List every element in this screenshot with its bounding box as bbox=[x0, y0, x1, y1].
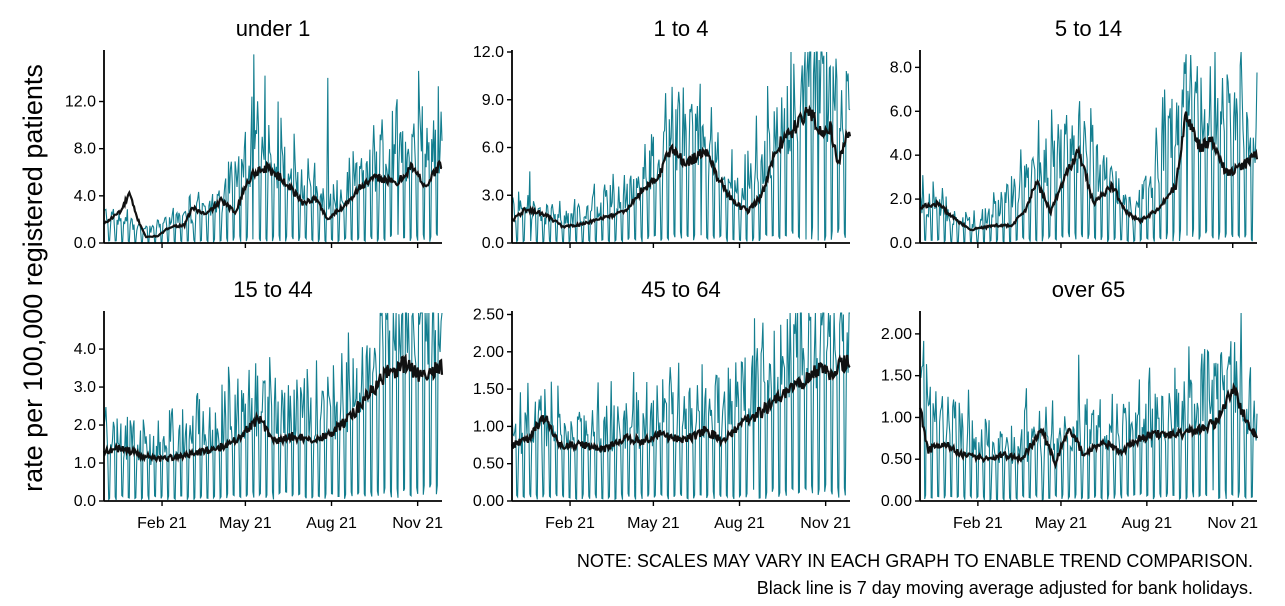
moving-average-line bbox=[103, 159, 443, 239]
x-tick-label: Feb 21 bbox=[953, 515, 1003, 532]
y-tick-label: 0.00 bbox=[881, 493, 912, 510]
y-tick-label: 1.00 bbox=[473, 418, 504, 435]
moving-average-line bbox=[102, 353, 444, 464]
moving-average-line bbox=[510, 354, 851, 454]
x-tick-label: Feb 21 bbox=[545, 515, 595, 532]
x-tick-label: May 21 bbox=[1035, 515, 1088, 532]
y-tick-label: 9.0 bbox=[482, 92, 504, 109]
y-tick-label: 2.0 bbox=[74, 417, 96, 434]
y-tick-label: 1.50 bbox=[473, 381, 504, 398]
daily-series-line bbox=[511, 312, 850, 501]
daily-series-line bbox=[103, 54, 443, 245]
x-tick-label: Nov 21 bbox=[392, 515, 443, 532]
moving-average-line bbox=[918, 382, 1259, 470]
panel-5: 45 to 64 0.00 0.50 1.00 1.50 2.00 2.50 Feb 21 Ma… bbox=[473, 277, 851, 532]
x-tick-label: May 21 bbox=[219, 515, 272, 532]
x-tick-label: Nov 21 bbox=[1207, 515, 1258, 532]
x-tick-label: Aug 21 bbox=[306, 515, 357, 532]
daily-series-line bbox=[511, 51, 851, 245]
y-tick-label: 12.0 bbox=[473, 44, 504, 61]
y-tick-label: 0.0 bbox=[74, 235, 96, 252]
y-tick-label: 0.50 bbox=[473, 456, 504, 473]
x-tick-label: Aug 21 bbox=[714, 515, 765, 532]
y-tick-label: 4.0 bbox=[74, 341, 96, 358]
y-tick-label: 8.0 bbox=[74, 141, 96, 158]
panel-1: under 1 0.0 4.0 8.0 12.0 bbox=[65, 16, 443, 252]
y-tick-label: 6.0 bbox=[482, 140, 504, 157]
y-tick-label: 1.00 bbox=[881, 409, 912, 426]
x-tick-label: May 21 bbox=[627, 515, 680, 532]
y-tick-label: 4.0 bbox=[74, 188, 96, 205]
panel-title: over 65 bbox=[1052, 277, 1125, 302]
y-tick-label: 12.0 bbox=[65, 94, 96, 111]
panel-title: 1 to 4 bbox=[653, 16, 708, 41]
moving-average-line bbox=[511, 104, 852, 229]
note-moving-average: Black line is 7 day moving average adjus… bbox=[756, 578, 1253, 598]
y-tick-label: 8.0 bbox=[890, 59, 912, 76]
x-tick-label: Aug 21 bbox=[1121, 515, 1172, 532]
panel-2: 1 to 4 0.0 3.0 6.0 9.0 12.0 bbox=[473, 16, 852, 252]
y-tick-label: 0.0 bbox=[482, 235, 504, 252]
daily-series-line bbox=[919, 312, 1258, 502]
y-tick-label: 2.00 bbox=[881, 326, 912, 343]
y-tick-label: 6.0 bbox=[890, 103, 912, 120]
panel-title: 15 to 44 bbox=[233, 277, 313, 302]
panel-6: over 65 0.00 0.50 1.00 1.50 2.00 Feb 21 May 21 A… bbox=[881, 277, 1258, 532]
panel-3: 5 to 14 0.0 2.0 4.0 6.0 8.0 bbox=[890, 16, 1259, 252]
note-scales: NOTE: SCALES MAY VARY IN EACH GRAPH TO E… bbox=[576, 551, 1253, 571]
y-tick-label: 2.0 bbox=[890, 191, 912, 208]
panel-title: under 1 bbox=[236, 16, 311, 41]
y-tick-label: 0.0 bbox=[890, 235, 912, 252]
panel-4: 15 to 44 0.0 1.0 2.0 3.0 4.0 Feb 21 May 21 Aug 2… bbox=[74, 277, 443, 532]
x-tick-label: Nov 21 bbox=[800, 515, 851, 532]
panel-title: 45 to 64 bbox=[641, 277, 721, 302]
y-tick-label: 2.50 bbox=[473, 306, 504, 323]
y-tick-label: 0.00 bbox=[473, 493, 504, 510]
moving-average-line bbox=[919, 111, 1259, 232]
daily-series-line bbox=[103, 312, 443, 502]
y-tick-label: 3.0 bbox=[482, 187, 504, 204]
y-tick-label: 3.0 bbox=[74, 379, 96, 396]
y-tick-label: 4.0 bbox=[890, 147, 912, 164]
y-tick-label: 1.0 bbox=[74, 455, 96, 472]
x-tick-label: Feb 21 bbox=[137, 515, 187, 532]
panel-title: 5 to 14 bbox=[1055, 16, 1122, 41]
y-axis-title: rate per 100,000 registered patients bbox=[18, 64, 48, 492]
panels-group: under 1 0.0 4.0 8.0 12.0 1 to 4 0.0 3.0 6.0 9.0 12… bbox=[65, 16, 1258, 532]
y-tick-label: 0.0 bbox=[74, 493, 96, 510]
y-tick-label: 1.50 bbox=[881, 368, 912, 385]
y-tick-label: 2.00 bbox=[473, 344, 504, 361]
y-tick-label: 0.50 bbox=[881, 451, 912, 468]
